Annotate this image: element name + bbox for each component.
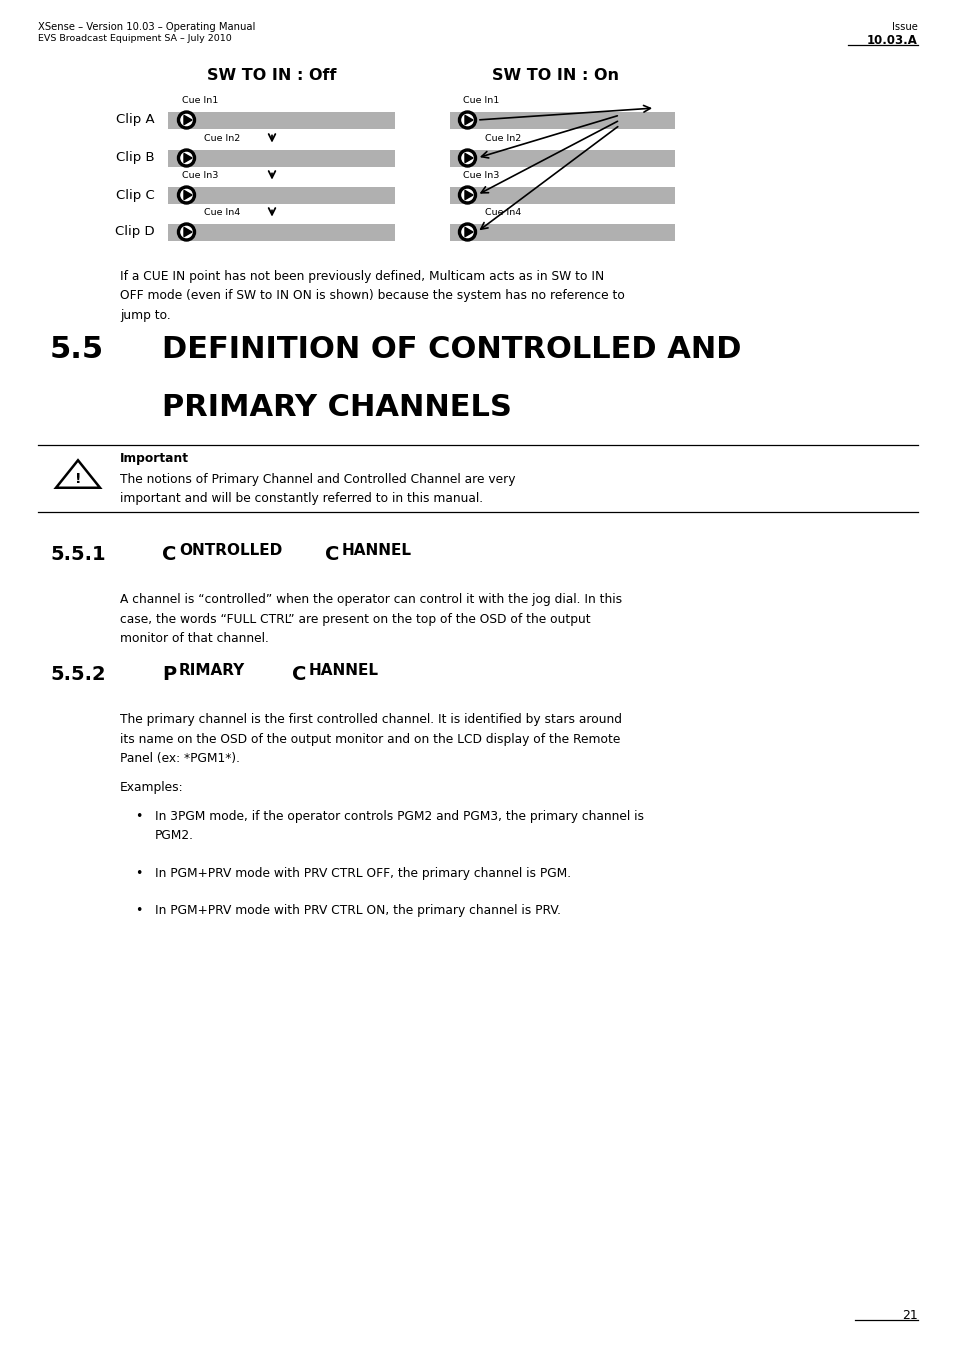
Bar bbox=[168, 186, 395, 204]
Circle shape bbox=[177, 111, 195, 130]
Text: HANNEL: HANNEL bbox=[309, 663, 378, 678]
Circle shape bbox=[461, 115, 473, 126]
Text: 10.03.A: 10.03.A bbox=[866, 34, 917, 47]
Text: 21: 21 bbox=[902, 1310, 917, 1322]
Polygon shape bbox=[184, 190, 192, 200]
Polygon shape bbox=[184, 115, 192, 124]
Text: Cue In2: Cue In2 bbox=[484, 134, 520, 143]
Polygon shape bbox=[464, 190, 473, 200]
Text: case, the words “FULL CTRL” are present on the top of the OSD of the output: case, the words “FULL CTRL” are present … bbox=[120, 613, 590, 625]
Text: jump to.: jump to. bbox=[120, 309, 171, 323]
Text: A channel is “controlled” when the operator can control it with the jog dial. In: A channel is “controlled” when the opera… bbox=[120, 593, 621, 606]
Text: SW TO IN : Off: SW TO IN : Off bbox=[207, 68, 336, 82]
Text: HANNEL: HANNEL bbox=[341, 543, 412, 558]
Circle shape bbox=[461, 227, 473, 238]
Text: its name on the OSD of the output monitor and on the LCD display of the Remote: its name on the OSD of the output monito… bbox=[120, 733, 619, 745]
Text: Cue In4: Cue In4 bbox=[484, 208, 520, 217]
Bar bbox=[450, 112, 675, 128]
Text: important and will be constantly referred to in this manual.: important and will be constantly referre… bbox=[120, 493, 482, 505]
Circle shape bbox=[458, 148, 476, 167]
Circle shape bbox=[177, 186, 195, 204]
Text: Issue: Issue bbox=[891, 22, 917, 32]
Text: C: C bbox=[162, 545, 176, 564]
Text: OFF mode (even if SW to IN ON is shown) because the system has no reference to: OFF mode (even if SW to IN ON is shown) … bbox=[120, 289, 624, 302]
Text: Cue In4: Cue In4 bbox=[204, 208, 240, 217]
Circle shape bbox=[177, 223, 195, 242]
Text: •: • bbox=[135, 867, 142, 879]
Text: monitor of that channel.: monitor of that channel. bbox=[120, 632, 269, 645]
Bar bbox=[168, 150, 395, 166]
Text: Clip A: Clip A bbox=[116, 113, 154, 127]
Text: C: C bbox=[292, 666, 306, 684]
Circle shape bbox=[458, 111, 476, 130]
Text: XSense – Version 10.03 – Operating Manual: XSense – Version 10.03 – Operating Manua… bbox=[38, 22, 255, 32]
Bar bbox=[450, 150, 675, 166]
Text: Cue In3: Cue In3 bbox=[182, 171, 218, 180]
Text: Clip D: Clip D bbox=[115, 225, 154, 239]
Text: Cue In2: Cue In2 bbox=[204, 134, 240, 143]
Circle shape bbox=[177, 148, 195, 167]
Text: The primary channel is the first controlled channel. It is identified by stars a: The primary channel is the first control… bbox=[120, 713, 621, 726]
Bar bbox=[168, 112, 395, 128]
Circle shape bbox=[181, 153, 192, 163]
Text: Cue In1: Cue In1 bbox=[182, 96, 218, 105]
Text: PGM2.: PGM2. bbox=[154, 829, 193, 842]
Text: 5.5.1: 5.5.1 bbox=[50, 545, 106, 564]
Text: 5.5.2: 5.5.2 bbox=[50, 666, 106, 684]
Polygon shape bbox=[464, 227, 473, 236]
Polygon shape bbox=[464, 154, 473, 162]
Circle shape bbox=[181, 227, 192, 238]
Text: Clip B: Clip B bbox=[116, 151, 154, 165]
Circle shape bbox=[461, 153, 473, 163]
Text: ONTROLLED: ONTROLLED bbox=[179, 543, 282, 558]
Bar bbox=[168, 224, 395, 240]
Text: 5.5: 5.5 bbox=[50, 335, 104, 365]
Polygon shape bbox=[464, 115, 473, 124]
Circle shape bbox=[181, 189, 192, 201]
Text: •: • bbox=[135, 810, 142, 822]
Text: In PGM+PRV mode with PRV CTRL OFF, the primary channel is PGM.: In PGM+PRV mode with PRV CTRL OFF, the p… bbox=[154, 867, 571, 879]
Text: Examples:: Examples: bbox=[120, 782, 183, 795]
Polygon shape bbox=[184, 227, 192, 236]
Text: EVS Broadcast Equipment SA – July 2010: EVS Broadcast Equipment SA – July 2010 bbox=[38, 34, 232, 43]
Circle shape bbox=[461, 189, 473, 201]
Text: P: P bbox=[162, 666, 176, 684]
Text: The notions of Primary Channel and Controlled Channel are very: The notions of Primary Channel and Contr… bbox=[120, 472, 515, 486]
Text: Panel (ex: *PGM1*).: Panel (ex: *PGM1*). bbox=[120, 752, 240, 765]
Bar bbox=[450, 186, 675, 204]
Text: Cue In3: Cue In3 bbox=[462, 171, 498, 180]
Text: DEFINITION OF CONTROLLED AND: DEFINITION OF CONTROLLED AND bbox=[162, 335, 740, 365]
Text: Clip C: Clip C bbox=[116, 189, 154, 201]
Polygon shape bbox=[184, 154, 192, 162]
Text: PRIMARY CHANNELS: PRIMARY CHANNELS bbox=[162, 393, 512, 423]
Bar bbox=[450, 224, 675, 240]
Text: If a CUE IN point has not been previously defined, Multicam acts as in SW to IN: If a CUE IN point has not been previousl… bbox=[120, 270, 603, 284]
Text: C: C bbox=[325, 545, 339, 564]
Circle shape bbox=[181, 115, 192, 126]
Text: •: • bbox=[135, 904, 142, 917]
Text: RIMARY: RIMARY bbox=[179, 663, 245, 678]
Circle shape bbox=[458, 186, 476, 204]
Text: Cue In1: Cue In1 bbox=[462, 96, 498, 105]
Text: SW TO IN : On: SW TO IN : On bbox=[491, 68, 618, 82]
Circle shape bbox=[458, 223, 476, 242]
Text: !: ! bbox=[74, 472, 81, 486]
Text: In 3PGM mode, if the operator controls PGM2 and PGM3, the primary channel is: In 3PGM mode, if the operator controls P… bbox=[154, 810, 643, 822]
Text: Important: Important bbox=[120, 452, 189, 464]
Text: In PGM+PRV mode with PRV CTRL ON, the primary channel is PRV.: In PGM+PRV mode with PRV CTRL ON, the pr… bbox=[154, 904, 560, 917]
